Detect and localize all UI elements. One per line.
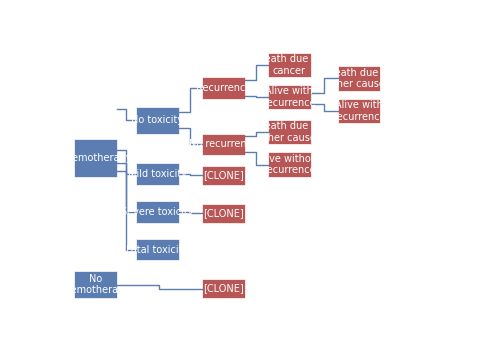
FancyBboxPatch shape — [338, 66, 380, 91]
FancyBboxPatch shape — [268, 53, 310, 77]
Text: Fatal toxicity: Fatal toxicity — [126, 245, 188, 254]
Text: Death due to
cancer: Death due to cancer — [257, 54, 321, 76]
FancyBboxPatch shape — [202, 134, 244, 155]
Text: [CLONE]: [CLONE] — [203, 208, 243, 218]
Text: Alive without
recurrence: Alive without recurrence — [257, 154, 321, 175]
FancyBboxPatch shape — [136, 107, 179, 134]
Text: Mild toxicity: Mild toxicity — [128, 169, 187, 179]
FancyBboxPatch shape — [202, 166, 244, 185]
FancyBboxPatch shape — [136, 201, 179, 223]
Text: Severe toxicity: Severe toxicity — [121, 207, 194, 217]
Text: No toxicity: No toxicity — [132, 115, 184, 125]
Text: [CLONE]: [CLONE] — [203, 170, 243, 180]
FancyBboxPatch shape — [268, 153, 310, 177]
FancyBboxPatch shape — [202, 279, 244, 298]
FancyBboxPatch shape — [136, 163, 179, 185]
FancyBboxPatch shape — [338, 99, 380, 123]
FancyBboxPatch shape — [202, 204, 244, 223]
FancyBboxPatch shape — [202, 77, 244, 99]
Text: No recurrence: No recurrence — [189, 139, 258, 149]
FancyBboxPatch shape — [136, 239, 179, 260]
Text: Alive with
recurrence: Alive with recurrence — [263, 86, 316, 108]
FancyBboxPatch shape — [268, 85, 310, 109]
Text: No
chemotherapy: No chemotherapy — [60, 274, 131, 295]
Text: Chemotherapy: Chemotherapy — [59, 153, 132, 163]
FancyBboxPatch shape — [74, 139, 117, 177]
Text: Death due to
other causes: Death due to other causes — [257, 121, 321, 143]
Text: Recurrence: Recurrence — [196, 83, 251, 93]
FancyBboxPatch shape — [268, 120, 310, 145]
Text: Death due to
other causes: Death due to other causes — [327, 68, 391, 89]
FancyBboxPatch shape — [74, 271, 117, 298]
Text: Alive with
recurrence: Alive with recurrence — [332, 100, 385, 121]
Text: [CLONE]: [CLONE] — [203, 284, 243, 294]
